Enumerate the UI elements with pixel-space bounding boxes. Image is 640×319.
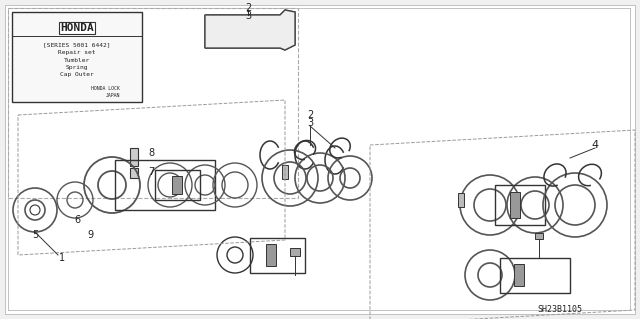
Bar (514, 264, 524, 286)
Bar (155, 170, 200, 200)
Bar (12, 12, 142, 102)
Text: 2: 2 (245, 3, 251, 13)
Text: HONDA: HONDA (60, 23, 94, 33)
Bar (458, 193, 464, 207)
Bar (266, 244, 276, 266)
Text: SH23B1105: SH23B1105 (538, 306, 582, 315)
Text: 7: 7 (148, 167, 154, 177)
Text: 1: 1 (59, 253, 65, 263)
Bar (130, 148, 138, 166)
Bar (282, 165, 288, 179)
Bar (8, 8, 298, 198)
Text: HONDA LOCK
JAPAN: HONDA LOCK JAPAN (92, 86, 120, 98)
Bar (535, 233, 543, 239)
Text: 5: 5 (32, 230, 38, 240)
Text: 2: 2 (307, 110, 313, 120)
Text: 9: 9 (87, 230, 93, 240)
Bar (500, 258, 570, 293)
Bar (172, 176, 182, 194)
Bar (115, 160, 215, 210)
Bar (250, 238, 305, 273)
Bar (495, 185, 545, 225)
Text: 3: 3 (245, 11, 251, 21)
Polygon shape (205, 10, 295, 50)
Text: 4: 4 (591, 140, 598, 150)
Bar (510, 192, 520, 218)
Text: [SERIES 5001 6442]
Repair set
Tumbler
Spring
Cap Outer: [SERIES 5001 6442] Repair set Tumbler Sp… (44, 43, 111, 77)
Bar (290, 248, 300, 256)
Text: 6: 6 (74, 215, 80, 225)
Text: 8: 8 (148, 148, 154, 158)
Text: 3: 3 (307, 118, 313, 128)
Bar (130, 168, 138, 178)
